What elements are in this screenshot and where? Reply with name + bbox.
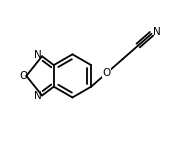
Text: N: N: [34, 92, 42, 102]
Text: O: O: [19, 71, 28, 81]
Text: N: N: [34, 50, 42, 60]
Text: O: O: [103, 68, 111, 78]
Text: N: N: [153, 27, 160, 37]
